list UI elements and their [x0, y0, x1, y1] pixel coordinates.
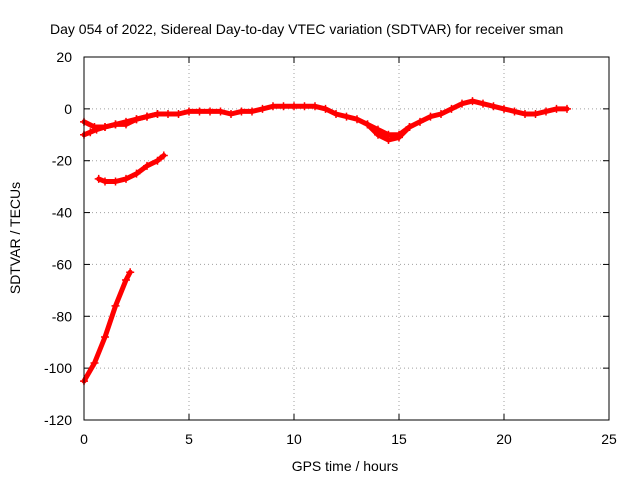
x-tick-label: 15	[391, 431, 407, 447]
x-tick-label: 10	[286, 431, 302, 447]
data-point	[159, 151, 168, 160]
data-point	[237, 107, 246, 116]
y-tick-label: 0	[64, 101, 72, 117]
data-point	[300, 102, 309, 111]
data-point	[458, 99, 466, 108]
data-point	[122, 174, 130, 183]
data-point	[143, 161, 151, 170]
data-point	[384, 135, 393, 144]
data-point	[248, 107, 256, 116]
data-point	[153, 110, 162, 119]
data-point	[563, 104, 571, 113]
data-point	[489, 102, 498, 111]
x-tick-label: 20	[496, 431, 512, 447]
data-point	[447, 104, 456, 113]
data-point	[164, 110, 172, 119]
data-point	[437, 110, 445, 119]
data-point	[92, 125, 101, 134]
series-line	[81, 269, 133, 384]
data-point	[342, 112, 351, 121]
data-point	[479, 99, 487, 108]
data-point	[122, 275, 130, 284]
data-point	[174, 110, 183, 119]
data-point	[90, 358, 99, 367]
data-point	[500, 104, 508, 113]
data-point	[111, 177, 120, 186]
data-point	[185, 107, 193, 116]
data-point	[195, 107, 204, 116]
data-point	[416, 117, 424, 126]
x-tick-label: 25	[601, 431, 617, 447]
series-second-track	[94, 151, 168, 186]
data-point	[353, 115, 361, 124]
series-lower-branch	[80, 110, 162, 139]
data-point	[542, 107, 550, 116]
series-steep-track	[80, 268, 135, 386]
data-point	[86, 128, 95, 137]
x-tick-label: 5	[185, 431, 193, 447]
data-point	[468, 97, 477, 106]
y-tick-label: -120	[44, 412, 72, 428]
data-point	[111, 120, 120, 129]
y-tick-label: -20	[52, 153, 72, 169]
data-point	[510, 107, 519, 116]
data-point	[311, 102, 319, 111]
data-point	[258, 104, 267, 113]
data-point	[395, 133, 403, 142]
data-point	[363, 120, 372, 129]
data-point	[426, 112, 435, 121]
data-point	[153, 156, 162, 165]
x-axis-label: GPS time / hours	[292, 458, 399, 474]
series-line	[96, 153, 167, 184]
data-point	[132, 169, 141, 178]
y-tick-label: 20	[56, 49, 72, 65]
data-point	[531, 110, 540, 119]
data-point	[552, 104, 561, 113]
y-tick-label: -100	[44, 360, 72, 376]
series-dip-branch	[363, 120, 414, 144]
plot-frame	[83, 56, 610, 421]
series-layer	[80, 97, 571, 386]
data-point	[321, 104, 330, 113]
data-point	[216, 107, 225, 116]
data-point	[101, 333, 109, 342]
axis-ticks: 0 5 10 15 20 25 20 0 -20 -40 -60 -80 -100 -120	[44, 49, 617, 447]
y-tick-label: -60	[52, 256, 72, 272]
data-point	[279, 102, 288, 111]
grid	[84, 57, 609, 420]
data-point	[101, 123, 109, 132]
y-tick-label: -40	[52, 205, 72, 221]
data-point	[290, 102, 298, 111]
data-point	[206, 107, 214, 116]
y-axis-label: SDTVAR / TECUs	[7, 182, 23, 294]
data-point	[132, 115, 141, 124]
data-point	[269, 102, 277, 111]
data-point	[94, 174, 103, 183]
data-point	[227, 110, 235, 119]
data-point	[111, 301, 120, 310]
data-point	[143, 112, 151, 121]
data-point	[101, 177, 109, 186]
data-point	[521, 110, 529, 119]
data-point	[405, 123, 414, 132]
chart-title: Day 054 of 2022, Sidereal Day-to-day VTE…	[50, 21, 563, 37]
data-point	[374, 130, 382, 139]
y-tick-label: -80	[52, 308, 72, 324]
data-point	[126, 268, 135, 277]
series-main-track	[80, 97, 571, 139]
x-tick-label: 0	[80, 431, 88, 447]
data-point	[122, 117, 130, 126]
data-point	[332, 110, 340, 119]
